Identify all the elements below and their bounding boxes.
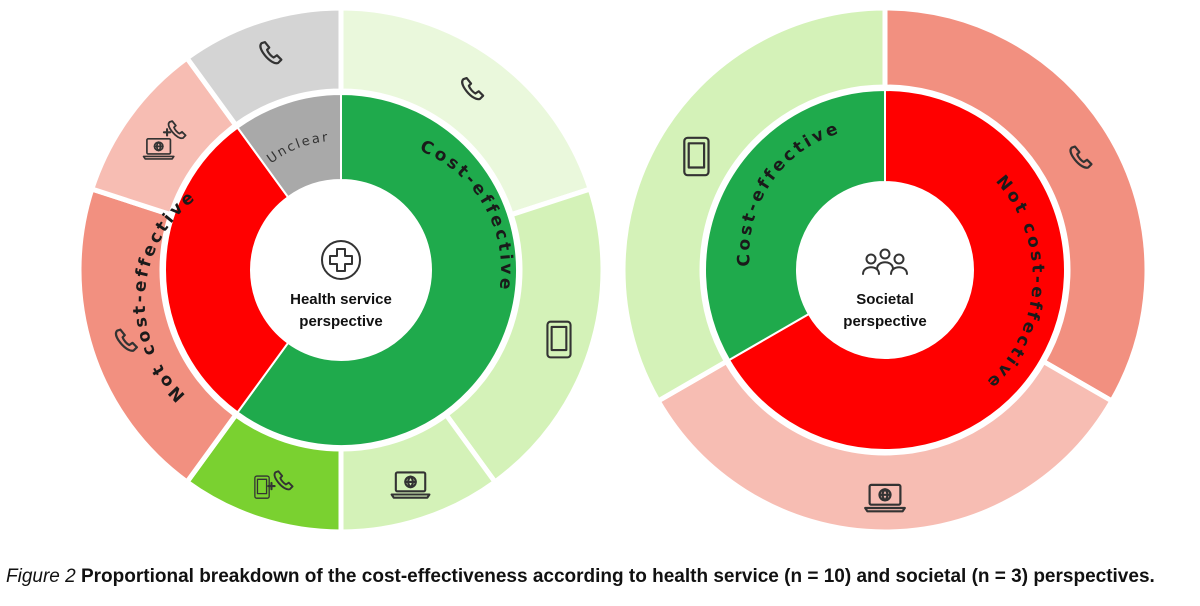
phone-icon [259, 41, 283, 65]
outer-ring-segment [882, 5, 1150, 405]
center-label-line: perspective [843, 313, 926, 330]
tablet-icon [546, 320, 572, 359]
figure-number: Figure 2 [6, 566, 76, 587]
figure-caption: Figure 2 Proportional breakdown of the c… [6, 566, 1196, 588]
center-circle [797, 182, 973, 358]
people-group-icon [862, 248, 908, 275]
laptop-icon [390, 471, 431, 499]
hospital-cross-icon [321, 240, 361, 280]
phone-icon [1069, 145, 1093, 169]
center-label-line: Health service [290, 291, 392, 308]
societal-sunburst: Not cost-effectiveCost-effectiveSocietal… [620, 5, 1150, 535]
tablet-phone-icon [254, 470, 294, 499]
outer-ring-segment [620, 5, 888, 405]
center-label-line: perspective [299, 313, 382, 330]
laptop-icon [864, 483, 906, 513]
tablet-icon [683, 136, 710, 177]
phone-icon [461, 76, 485, 101]
laptop-phone-icon [142, 120, 187, 160]
caption-text: Proportional breakdown of the cost-effec… [75, 566, 1155, 587]
outer-ring-segment [183, 5, 344, 129]
center-label-line: Societal [856, 291, 914, 308]
outer-ring-segment [654, 358, 1116, 535]
phone-icon [114, 328, 139, 352]
